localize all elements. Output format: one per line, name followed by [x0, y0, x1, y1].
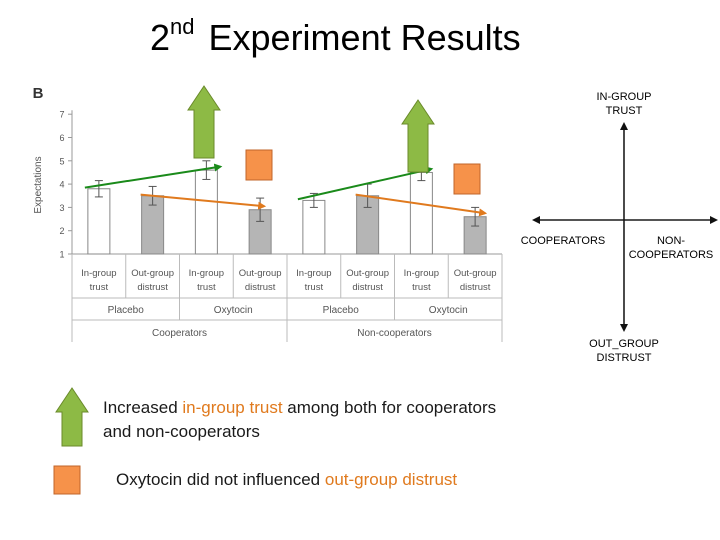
group-label-1: Non-cooperators — [357, 328, 431, 339]
bar-4 — [302, 199, 326, 255]
increase-arrow-noncooperators — [401, 99, 435, 173]
legend-square-highlight: out-group distrust — [324, 470, 458, 489]
axis-bottom-label: OUT_GROUP DISTRUST — [589, 338, 659, 364]
trend-line-cooperators-ingroup — [84, 163, 223, 189]
y-tick-label-1: 2 — [59, 226, 64, 236]
x-tick-label-6-line1: In-group — [404, 268, 439, 279]
condition-label-0: Placebo — [108, 305, 145, 316]
trend-line-noncooperators-ingroup — [297, 166, 434, 201]
legend-square-text: Oxytocin did not influenced out-group di… — [116, 470, 458, 489]
x-tick-label-7-line1: Out-group — [454, 268, 497, 279]
axis-left-label: COOPERATORS — [520, 235, 606, 247]
legend-arrow-highlight: in-group trust — [182, 398, 283, 417]
x-tick-label-2-line1: In-group — [189, 268, 224, 279]
legend-square-icon — [53, 465, 81, 495]
group-label-0: Cooperators — [152, 328, 207, 339]
x-tick-label-1-line1: Out-group — [131, 268, 174, 279]
no-change-square-noncooperators — [453, 163, 481, 195]
x-tick-label-5-line1: Out-group — [346, 268, 389, 279]
title-ordinal: 2 — [150, 17, 171, 58]
y-tick-label-0: 1 — [59, 250, 64, 260]
trend-line-noncooperators-outgroup — [355, 193, 488, 217]
x-tick-label-3-line2: distrust — [245, 282, 276, 293]
x-tick-label-7-line2: distrust — [460, 282, 491, 293]
y-tick-label-6: 7 — [59, 110, 64, 120]
bar-2 — [194, 169, 218, 255]
x-tick-label-0-line2: trust — [90, 282, 109, 293]
axis-right-label: NON-COOPERATORS — [628, 235, 714, 261]
x-tick-label-6-line2: trust — [412, 282, 431, 293]
slide-title: 2nd Experiment Results — [150, 14, 521, 59]
x-tick-label-1-line2: distrust — [137, 282, 168, 293]
condition-label-3: Oxytocin — [429, 305, 468, 316]
x-tick-label-4-line1: In-group — [296, 268, 331, 279]
x-tick-label-0-line1: In-group — [81, 268, 116, 279]
bar-6 — [409, 171, 433, 255]
legend-arrow-text: Increased in-group trust among both for … — [103, 398, 497, 441]
panel-label: B — [33, 85, 44, 102]
x-tick-label-2-line2: trust — [197, 282, 216, 293]
y-tick-label-4: 5 — [59, 156, 64, 166]
no-change-square-cooperators — [245, 149, 273, 181]
bar-0 — [87, 188, 111, 255]
x-tick-label-4-line2: trust — [305, 282, 324, 293]
axis-top-label: IN-GROUP TRUST — [596, 91, 652, 117]
legend-arrow-icon — [55, 387, 89, 447]
y-tick-label-3: 4 — [59, 180, 64, 190]
increase-arrow-cooperators — [187, 85, 221, 159]
title-suffix: nd — [170, 14, 195, 39]
condition-label-2: Placebo — [323, 305, 360, 316]
y-tick-label-5: 6 — [59, 133, 64, 143]
x-tick-label-5-line2: distrust — [352, 282, 383, 293]
trend-line-cooperators-outgroup — [140, 193, 267, 210]
title-text: Experiment Results — [208, 17, 521, 58]
y-axis-label: Expectations — [33, 156, 44, 213]
y-tick-label-2: 3 — [59, 203, 64, 213]
x-tick-label-3-line1: Out-group — [239, 268, 282, 279]
condition-label-1: Oxytocin — [214, 305, 253, 316]
